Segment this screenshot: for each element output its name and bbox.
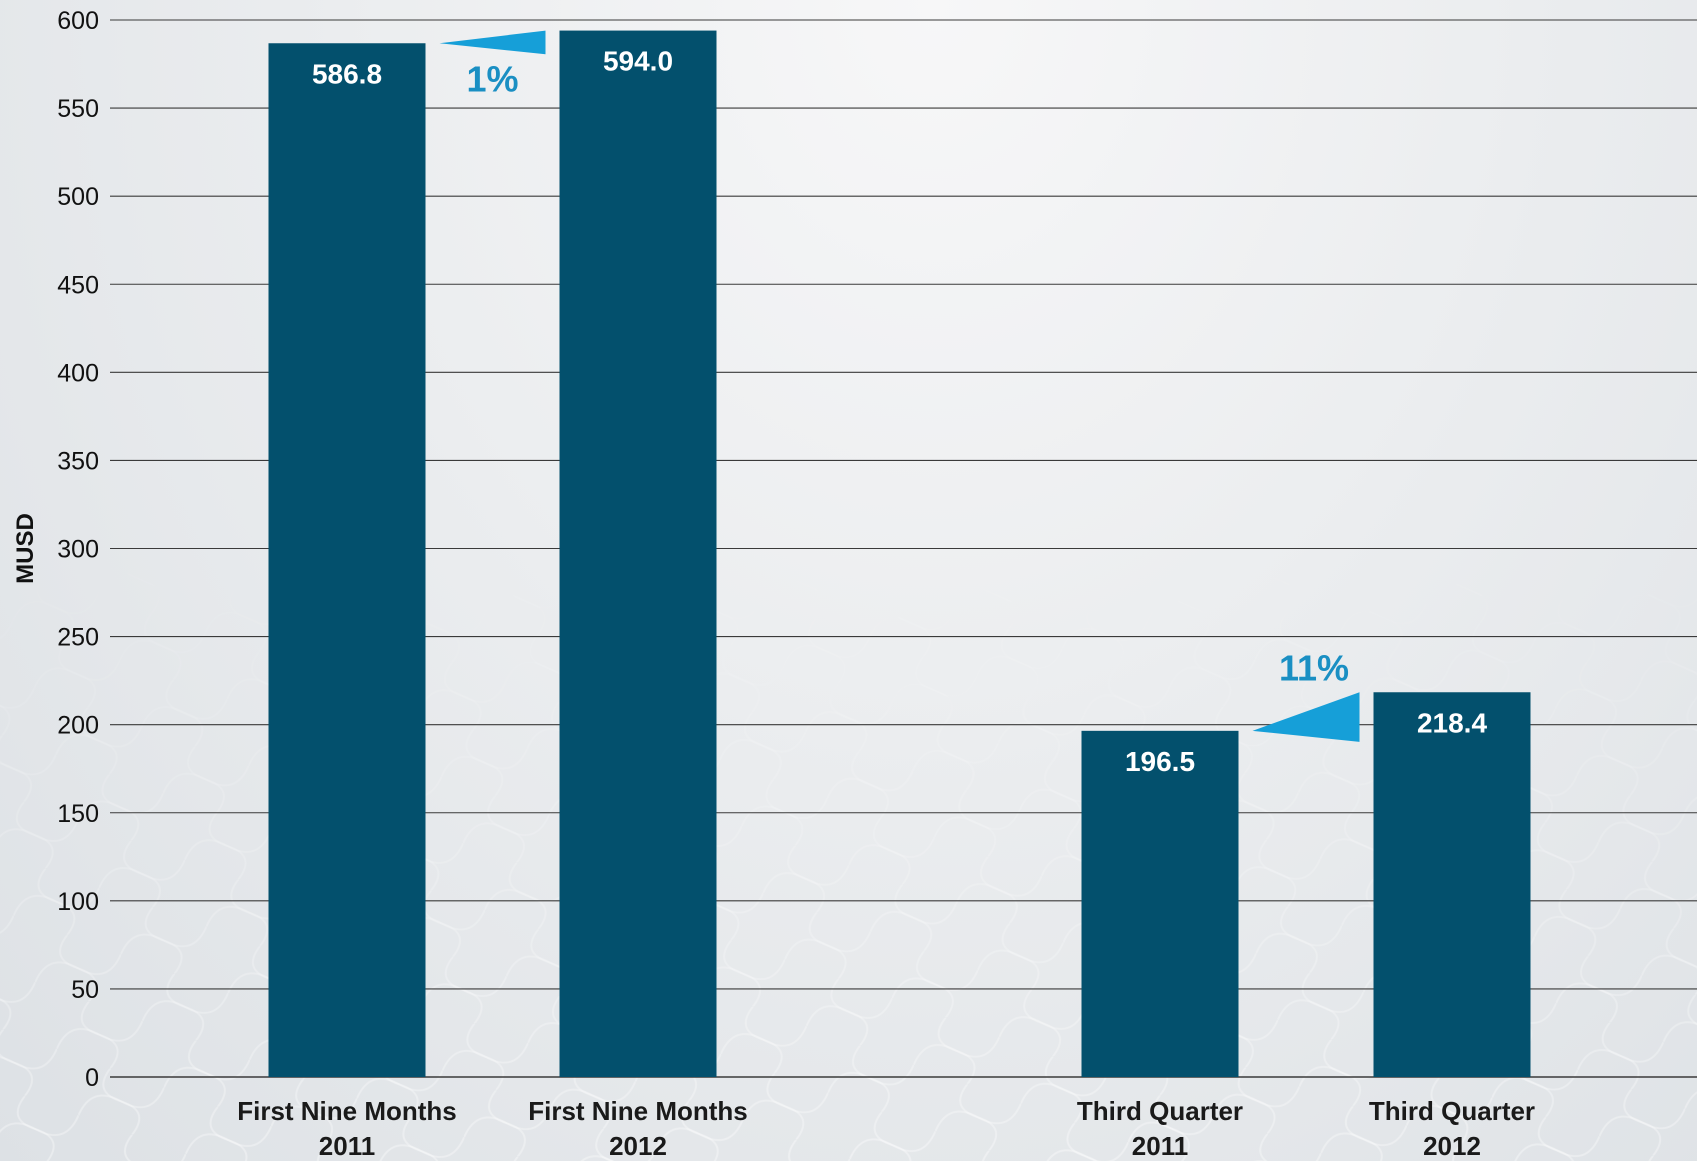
y-tick-label: 0 — [85, 1064, 99, 1092]
y-tick-label: 300 — [57, 536, 99, 564]
y-tick-label: 100 — [57, 888, 99, 916]
y-tick-label: 600 — [57, 7, 99, 35]
x-category-label: 2012 — [609, 1131, 667, 1161]
bar-value-label: 218.4 — [1417, 707, 1487, 738]
x-category-label: Third Quarter — [1369, 1096, 1535, 1126]
labels: 0 50 100 150 200 250 300 350 400 450 500 550 600 MUSD… — [12, 7, 1535, 1161]
bars — [268, 30, 1531, 1078]
change-indicators: 1% 11% — [439, 30, 1360, 742]
change-percent-label: 1% — [466, 58, 518, 99]
y-tick-label: 500 — [57, 183, 99, 211]
x-category-label: First Nine Months — [237, 1096, 457, 1126]
bar — [1373, 692, 1531, 1077]
y-tick-label: 550 — [57, 95, 99, 123]
y-tick-label: 350 — [57, 447, 99, 475]
y-tick-label: 50 — [71, 976, 99, 1004]
bar-value-label: 196.5 — [1125, 746, 1195, 777]
x-category-label: 2011 — [319, 1131, 375, 1161]
bar-value-label: 594.0 — [603, 46, 673, 77]
y-tick-label: 400 — [57, 359, 99, 387]
bar — [268, 43, 426, 1077]
y-tick-label: 250 — [57, 624, 99, 652]
y-axis-title: MUSD — [12, 513, 39, 584]
bar — [1081, 730, 1239, 1077]
change-percent-label: 11% — [1279, 647, 1349, 688]
change-wedge — [1252, 692, 1360, 742]
y-tick-label: 200 — [57, 712, 99, 740]
change-wedge — [439, 30, 546, 55]
x-category-label: 2012 — [1423, 1131, 1481, 1161]
x-category-label: First Nine Months — [528, 1096, 748, 1126]
bar-value-label: 586.8 — [312, 58, 382, 89]
bar — [559, 30, 717, 1078]
x-category-label: Third Quarter — [1077, 1096, 1243, 1126]
y-tick-label: 450 — [57, 271, 99, 299]
y-tick-label: 150 — [57, 800, 99, 828]
x-category-label: 2011 — [1132, 1131, 1188, 1161]
